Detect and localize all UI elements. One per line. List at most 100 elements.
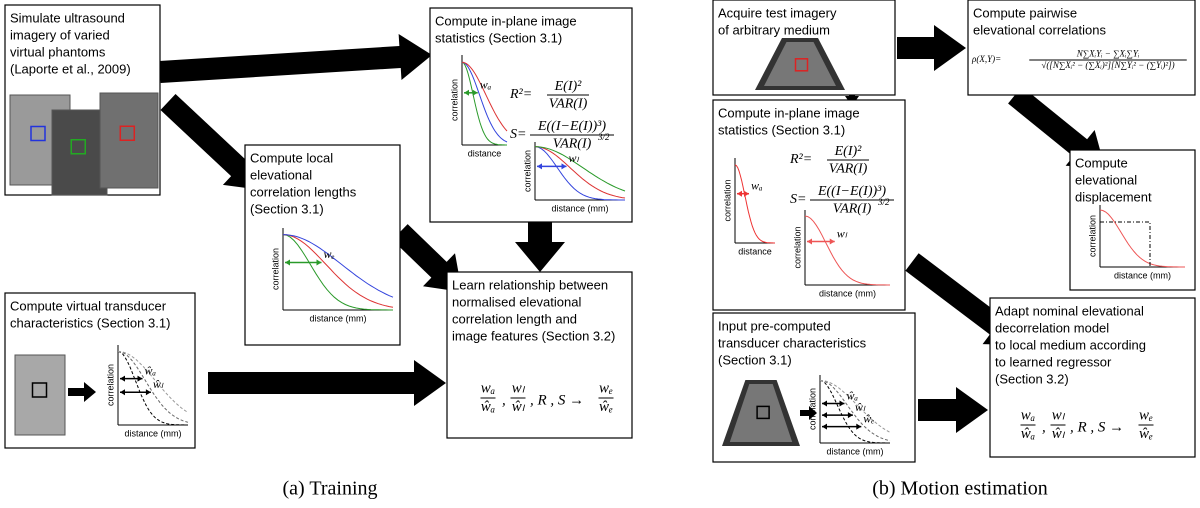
y-axis-label: correlation — [807, 388, 817, 430]
numerator: N∑XᵢYᵢ − ∑Xᵢ∑Yᵢ — [1076, 49, 1140, 59]
box-text: elevational — [1075, 172, 1137, 187]
numerator: wₗ — [1052, 407, 1066, 423]
ultrasound-image — [15, 355, 65, 435]
arrow — [208, 360, 446, 406]
denominator: VAR(I) — [829, 161, 868, 176]
denominator: √([N∑Xᵢ² − (∑Xᵢ)²][N∑Yᵢ² − (∑Yᵢ)²]) — [1041, 60, 1174, 70]
y-axis-label: correlation — [792, 226, 802, 268]
box-text: characteristics (Section 3.1) — [10, 315, 170, 330]
figure: (a) Training (b) Motion estimation Simul… — [0, 0, 1200, 508]
numerator: wₑ — [599, 380, 613, 396]
denominator: VAR(I) — [553, 136, 592, 151]
x-axis-label: distance (mm) — [551, 203, 608, 213]
formula: R²= — [509, 87, 532, 102]
box-text: (Section 3.1) — [250, 201, 324, 216]
box-text: Adapt nominal elevational — [995, 303, 1144, 318]
x-axis-label: distance — [468, 148, 502, 158]
box-text: Learn relationship between — [452, 277, 608, 292]
box-text: (Laporte et al., 2009) — [10, 61, 131, 76]
box-text: Compute virtual transducer — [10, 298, 167, 313]
denominator: ŵₗ — [512, 399, 526, 415]
box-text: Simulate ultrasound — [10, 10, 125, 25]
denominator: ŵₐ — [481, 399, 495, 415]
formula: R²= — [789, 152, 812, 167]
y-axis-label: correlation — [522, 150, 532, 192]
numerator: wₐ — [481, 380, 495, 396]
width-label: ŵₗ — [153, 377, 164, 391]
numerator: E(I)² — [834, 144, 863, 159]
box-text: Compute local — [250, 150, 333, 165]
formula: , R , S → — [1070, 419, 1124, 435]
box-text: normalised elevational — [452, 294, 581, 309]
box-text: Input pre-computed — [718, 318, 831, 333]
box-text: correlation length and — [452, 311, 577, 326]
box-text: image features (Section 3.2) — [452, 328, 615, 343]
box-text: Compute — [1075, 155, 1128, 170]
box-text: displacement — [1075, 189, 1152, 204]
box-text: correlation lengths — [250, 184, 357, 199]
denominator: VAR(I) — [833, 201, 872, 216]
denominator: ŵₗ — [1052, 426, 1066, 442]
box-text: of arbitrary medium — [718, 22, 830, 37]
x-axis-label: distance (mm) — [826, 446, 883, 456]
box-text: transducer characteristics — [718, 335, 867, 350]
box-text: (Section 3.1) — [718, 352, 792, 367]
formula: , R , S → — [530, 392, 584, 408]
box-text: Compute pairwise — [973, 5, 1077, 20]
width-label: wₐ — [480, 78, 492, 92]
denominator: ŵₐ — [1021, 426, 1035, 442]
numerator: wₗ — [512, 380, 526, 396]
formula: , — [1042, 419, 1046, 435]
arrow — [897, 25, 966, 71]
box-text: (Section 3.2) — [995, 371, 1069, 386]
width-label: wₑ — [324, 247, 335, 261]
width-label: wₐ — [751, 178, 763, 192]
width-label: ŵₑ — [863, 411, 874, 425]
formula: , — [502, 392, 506, 408]
y-axis-label: correlation — [722, 179, 732, 221]
box-text: statistics (Section 3.1) — [435, 30, 562, 45]
width-label: wₗ — [837, 226, 848, 240]
box-text: to local medium according — [995, 337, 1146, 352]
numerator: wₑ — [1139, 407, 1153, 423]
box-text: to learned regressor — [995, 354, 1112, 369]
width-label: ŵₐ — [145, 363, 157, 377]
box-text: elevational — [250, 167, 312, 182]
box-text: statistics (Section 3.1) — [718, 122, 845, 137]
arrow — [159, 34, 432, 83]
denominator: ŵₑ — [1139, 426, 1153, 442]
numerator: E((I−E(I))³) — [537, 119, 606, 134]
formula: S= — [790, 192, 806, 207]
box-text: Acquire test imagery — [718, 5, 837, 20]
y-axis-label: correlation — [449, 79, 459, 121]
numerator: E((I−E(I))³) — [817, 184, 886, 199]
y-axis-label: correlation — [105, 364, 115, 406]
arrow — [918, 387, 988, 433]
numerator: E(I)² — [554, 79, 583, 94]
caption: (b) Motion estimation — [872, 478, 1048, 500]
ultrasound-image — [52, 110, 107, 195]
denominator: ŵₑ — [599, 399, 613, 415]
box-text: imagery of varied — [10, 27, 110, 42]
x-axis-label: distance (mm) — [1114, 270, 1171, 280]
box-text: Compute in-plane image — [435, 13, 577, 28]
numerator: wₐ — [1021, 407, 1035, 423]
formula: S= — [510, 127, 526, 142]
y-axis-label: correlation — [270, 248, 280, 290]
caption: (a) Training — [283, 478, 378, 500]
box-text: decorrelation model — [995, 320, 1109, 335]
y-axis-label: correlation — [1087, 215, 1097, 257]
box-text: virtual phantoms — [10, 44, 106, 59]
x-axis-label: distance (mm) — [819, 288, 876, 298]
x-axis-label: distance (mm) — [124, 428, 181, 438]
arrow — [515, 222, 565, 272]
x-axis-label: distance (mm) — [309, 313, 366, 323]
x-axis-label: distance — [738, 246, 772, 256]
box-text: elevational correlations — [973, 22, 1106, 37]
exponent: 3/2 — [877, 197, 890, 207]
formula: ρ(X,Y)= — [971, 54, 1001, 64]
denominator: VAR(I) — [549, 96, 588, 111]
exponent: 3/2 — [597, 132, 610, 142]
width-label: wₗ — [569, 151, 580, 165]
box-text: Compute in-plane image — [718, 105, 860, 120]
